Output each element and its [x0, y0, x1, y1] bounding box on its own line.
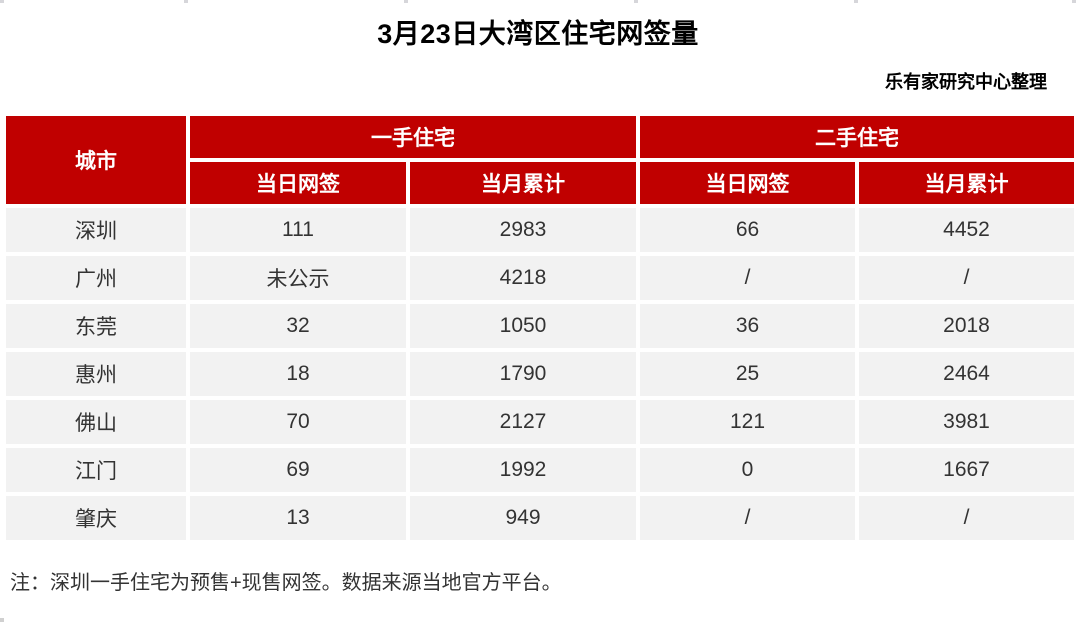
value-cell: 36	[636, 300, 859, 352]
value-cell: 2983	[406, 204, 640, 256]
value-cell: 25	[636, 348, 859, 400]
value-cell: /	[636, 492, 859, 544]
value-cell: 1667	[855, 444, 1076, 496]
value-cell: /	[636, 252, 859, 304]
value-cell: 4452	[855, 204, 1076, 256]
footnote: 注：深圳一手住宅为预售+现售网签。数据来源当地官方平台。	[10, 572, 562, 594]
value-cell: 13	[186, 492, 410, 544]
table-row: 江门 69 1992 0 1667	[2, 444, 1076, 496]
gridline-artifact	[634, 0, 638, 3]
value-cell: 1992	[406, 444, 640, 496]
table-body: 深圳 111 2983 66 4452 广州 未公示 4218 / / 东莞 3…	[2, 204, 1076, 544]
signings-table: 城市 一手住宅 二手住宅 当日网签 当月累计 当日网签 当月累计 深圳 111 …	[2, 112, 1076, 544]
gridline-artifact	[0, 618, 4, 622]
value-cell: 111	[186, 204, 410, 256]
table-row: 佛山 70 2127 121 3981	[2, 396, 1076, 448]
subheader-second-daily: 当日网签	[636, 158, 859, 208]
value-cell: 66	[636, 204, 859, 256]
value-cell: 2127	[406, 396, 640, 448]
city-cell: 肇庆	[2, 492, 190, 544]
value-cell: 121	[636, 396, 859, 448]
gridline-artifact	[184, 0, 188, 3]
page-title: 3月23日大湾区住宅网签量	[377, 19, 699, 49]
table-row: 肇庆 13 949 / /	[2, 492, 1076, 544]
value-cell: 2464	[855, 348, 1076, 400]
subheader-first-daily: 当日网签	[186, 158, 410, 208]
table-row: 惠州 18 1790 25 2464	[2, 348, 1076, 400]
gridline-artifact	[854, 0, 858, 3]
value-cell: 0	[636, 444, 859, 496]
subheader-first-monthly: 当月累计	[406, 158, 640, 208]
value-cell: 1790	[406, 348, 640, 400]
table-row: 深圳 111 2983 66 4452	[2, 204, 1076, 256]
city-cell: 深圳	[2, 204, 190, 256]
gridline-artifact	[404, 0, 408, 3]
header-cell-city: 城市	[2, 112, 190, 208]
value-cell: 18	[186, 348, 410, 400]
value-cell: /	[855, 492, 1076, 544]
value-cell: 70	[186, 396, 410, 448]
subheader-second-monthly: 当月累计	[855, 158, 1076, 208]
value-cell: 2018	[855, 300, 1076, 352]
value-cell: 949	[406, 492, 640, 544]
city-cell: 惠州	[2, 348, 190, 400]
header-group-second-hand: 二手住宅	[636, 112, 1076, 162]
source-credit: 乐有家研究中心整理	[885, 72, 1047, 92]
city-cell: 东莞	[2, 300, 190, 352]
value-cell: 3981	[855, 396, 1076, 448]
value-cell: 1050	[406, 300, 640, 352]
table-row: 广州 未公示 4218 / /	[2, 252, 1076, 304]
value-cell: 未公示	[186, 252, 410, 304]
gridline-artifact	[1072, 0, 1076, 3]
value-cell: 32	[186, 300, 410, 352]
value-cell: 69	[186, 444, 410, 496]
table-row: 东莞 32 1050 36 2018	[2, 300, 1076, 352]
value-cell: /	[855, 252, 1076, 304]
city-cell: 广州	[2, 252, 190, 304]
value-cell: 4218	[406, 252, 640, 304]
city-cell: 江门	[2, 444, 190, 496]
header-group-first-hand: 一手住宅	[186, 112, 640, 162]
city-cell: 佛山	[2, 396, 190, 448]
gridline-artifact	[0, 0, 4, 3]
